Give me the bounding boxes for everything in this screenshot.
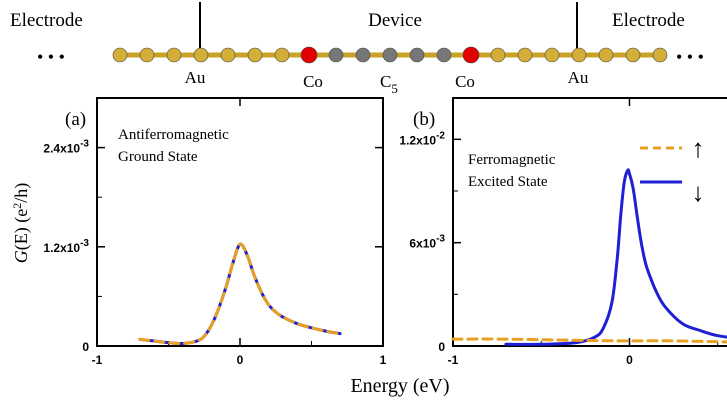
x-axis-label: Energy (eV)	[350, 375, 449, 397]
spin-up-series-line	[451, 337, 727, 344]
co-left-label: Co	[303, 72, 323, 91]
legend-down-arrow: ↓	[692, 177, 705, 207]
au-atom	[598, 47, 614, 63]
y-tick-mantissa: 6x10	[409, 237, 436, 251]
y-tick-mantissa: 1.2x10	[43, 241, 80, 255]
au-atom	[193, 47, 209, 63]
panel-a-tag: (a)	[65, 109, 86, 130]
carbon-atom	[409, 47, 425, 63]
y-tick-label: 6x10-3	[409, 234, 445, 251]
y-tick-mantissa: 0	[82, 340, 89, 354]
ellipsis-left: • • •	[37, 47, 65, 67]
panel-a-title-line1: Antiferromagnetic	[118, 127, 229, 143]
carbon-atom	[382, 47, 398, 63]
au-atom	[274, 47, 290, 63]
co-right-label: Co	[455, 72, 475, 91]
x-tick-label: -1	[448, 353, 459, 367]
au-atom	[112, 47, 128, 63]
au-atom	[247, 47, 263, 63]
panel-a-ticks	[96, 98, 384, 347]
y-tick-exponent: -2	[436, 130, 445, 141]
spin-down-series-line	[504, 168, 727, 346]
panel-b-series	[451, 168, 727, 346]
y-tick-label: 1.2x10-3	[43, 238, 89, 255]
au-atom	[490, 47, 506, 63]
panel-b-xtick-labels: -1 0	[448, 353, 633, 367]
panel-a-xtick-labels: -1 0 1	[92, 353, 387, 367]
carbon-atom	[355, 47, 371, 63]
y-tick-mantissa: 1.2x10	[399, 133, 436, 147]
au-atom	[625, 47, 641, 63]
x-tick-label: 0	[237, 353, 244, 367]
y-axis-label-g: G	[11, 250, 31, 263]
au-left-label: Au	[185, 68, 206, 87]
panel-b-ytick-labels: 1.2x10-2 6x10-3 0	[399, 130, 445, 354]
y-axis-label-end: /h)	[11, 183, 32, 203]
legend-up-arrow: ↑	[692, 133, 705, 163]
panel-b-frame	[452, 97, 727, 347]
y-tick-mantissa: 2.4x10	[43, 142, 80, 156]
panel-b-legend: ↑ ↓	[640, 133, 705, 207]
panel-a-ytick-labels: 2.4x10-31.2x10-30	[43, 139, 89, 354]
spin-down-series-line	[138, 242, 342, 346]
y-tick-exponent: -3	[80, 139, 89, 150]
panel-b-title-line1: Ferromagnetic	[468, 152, 556, 168]
c5-subscript: 5	[391, 81, 398, 96]
y-tick-label: 0	[82, 340, 89, 354]
y-tick-exponent: -3	[80, 238, 89, 249]
c5-label: C5	[380, 72, 398, 96]
y-axis-label-sup: 2	[10, 203, 24, 209]
co-atom	[300, 46, 318, 64]
electrode-left-label: Electrode	[10, 10, 83, 31]
c5-main: C	[380, 72, 391, 91]
spin-up-series-line	[138, 242, 342, 346]
panel-a-title-line2: Ground State	[118, 149, 198, 165]
y-tick-label: 2.4x10-3	[43, 139, 89, 156]
device-label: Device	[368, 10, 422, 31]
y-tick-label: 0	[438, 340, 445, 354]
panel-a-series	[138, 242, 342, 346]
au-atom	[139, 47, 155, 63]
atom-chain	[112, 46, 668, 64]
y-axis-label: G(E) (e2/h)	[10, 183, 32, 263]
carbon-atom	[436, 47, 452, 63]
co-atom	[462, 46, 480, 64]
ellipsis-right: • • •	[676, 47, 704, 67]
panel-b-tag: (b)	[413, 109, 435, 130]
au-atom	[544, 47, 560, 63]
panel-b: (b) Ferromagnetic Excited State 1.2x10-2…	[399, 97, 727, 367]
carbon-atom	[328, 47, 344, 63]
x-tick-label: 1	[380, 353, 387, 367]
y-axis-label-mid: (E) (e	[11, 209, 32, 250]
header: Electrode Device Electrode • • • • • • A…	[10, 2, 704, 96]
au-atom	[652, 47, 668, 63]
y-tick-label: 1.2x10-2	[399, 130, 445, 147]
au-atom	[166, 47, 182, 63]
au-right-label: Au	[568, 68, 589, 87]
au-atom	[517, 47, 533, 63]
au-atom	[220, 47, 236, 63]
au-atom	[571, 47, 587, 63]
panel-b-ticks	[452, 98, 719, 347]
x-tick-label: 0	[626, 353, 633, 367]
panel-a: (a) Antiferromagnetic Ground State 2.4x1…	[43, 97, 387, 367]
y-tick-exponent: -3	[436, 234, 445, 245]
x-tick-label: -1	[92, 353, 103, 367]
y-tick-mantissa: 0	[438, 340, 445, 354]
electrode-right-label: Electrode	[612, 10, 685, 31]
panel-b-title-line2: Excited State	[468, 174, 548, 190]
